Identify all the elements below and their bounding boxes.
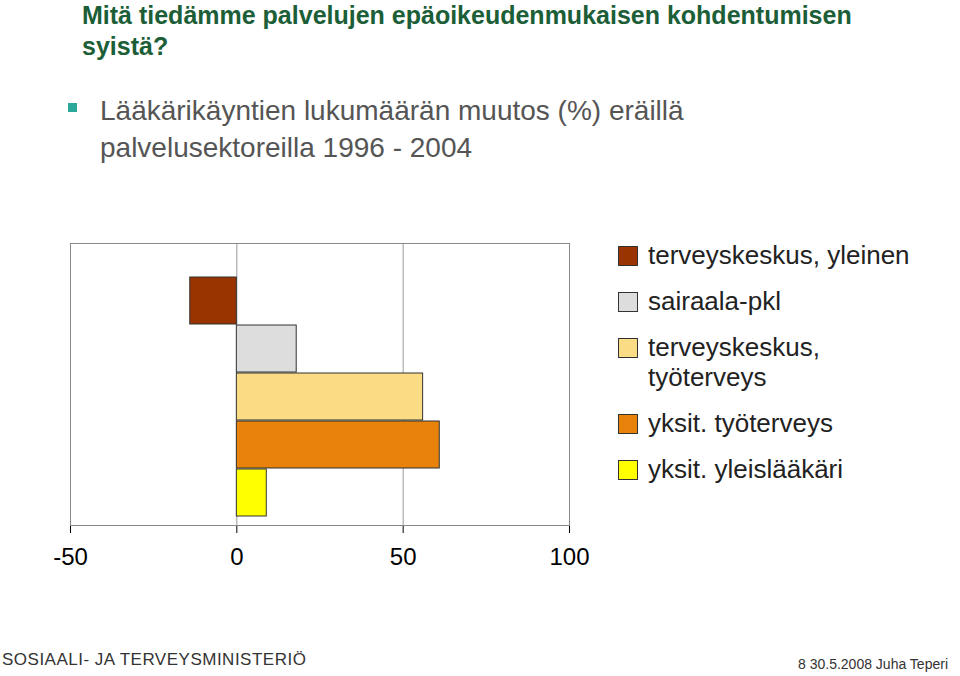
html-text:terveyskeskus, työterveys: terveyskeskus, työterveys bbox=[648, 332, 820, 392]
html-text:yksit. työterveys: yksit. työterveys bbox=[648, 408, 833, 438]
html-text:Mitä tiedämme palvelujen epäoi: Mitä tiedämme palvelujen epäoikeudenmuka… bbox=[82, 1, 852, 60]
html-text:SOSIAALI- JA TERVEYSMINISTERIÖ: SOSIAALI- JA TERVEYSMINISTERIÖ bbox=[2, 650, 307, 669]
html-text:terveyskeskus, yleinen: terveyskeskus, yleinen bbox=[648, 240, 910, 270]
html-text:sairaala-pkl: sairaala-pkl bbox=[648, 286, 781, 316]
html-text:8 30.5.2008 Juha Teperi: 8 30.5.2008 Juha Teperi bbox=[798, 656, 948, 672]
svg-text:-50: -50 bbox=[53, 543, 88, 570]
html-text:yksit. yleislääkäri: yksit. yleislääkäri bbox=[648, 454, 844, 484]
svg-text:100: 100 bbox=[549, 543, 589, 570]
svg-text:50: 50 bbox=[390, 543, 417, 570]
svg-text:0: 0 bbox=[230, 543, 243, 570]
html-text:Lääkärikäyntien lukumäärän muu: Lääkärikäyntien lukumäärän muutos (%) er… bbox=[100, 95, 684, 163]
